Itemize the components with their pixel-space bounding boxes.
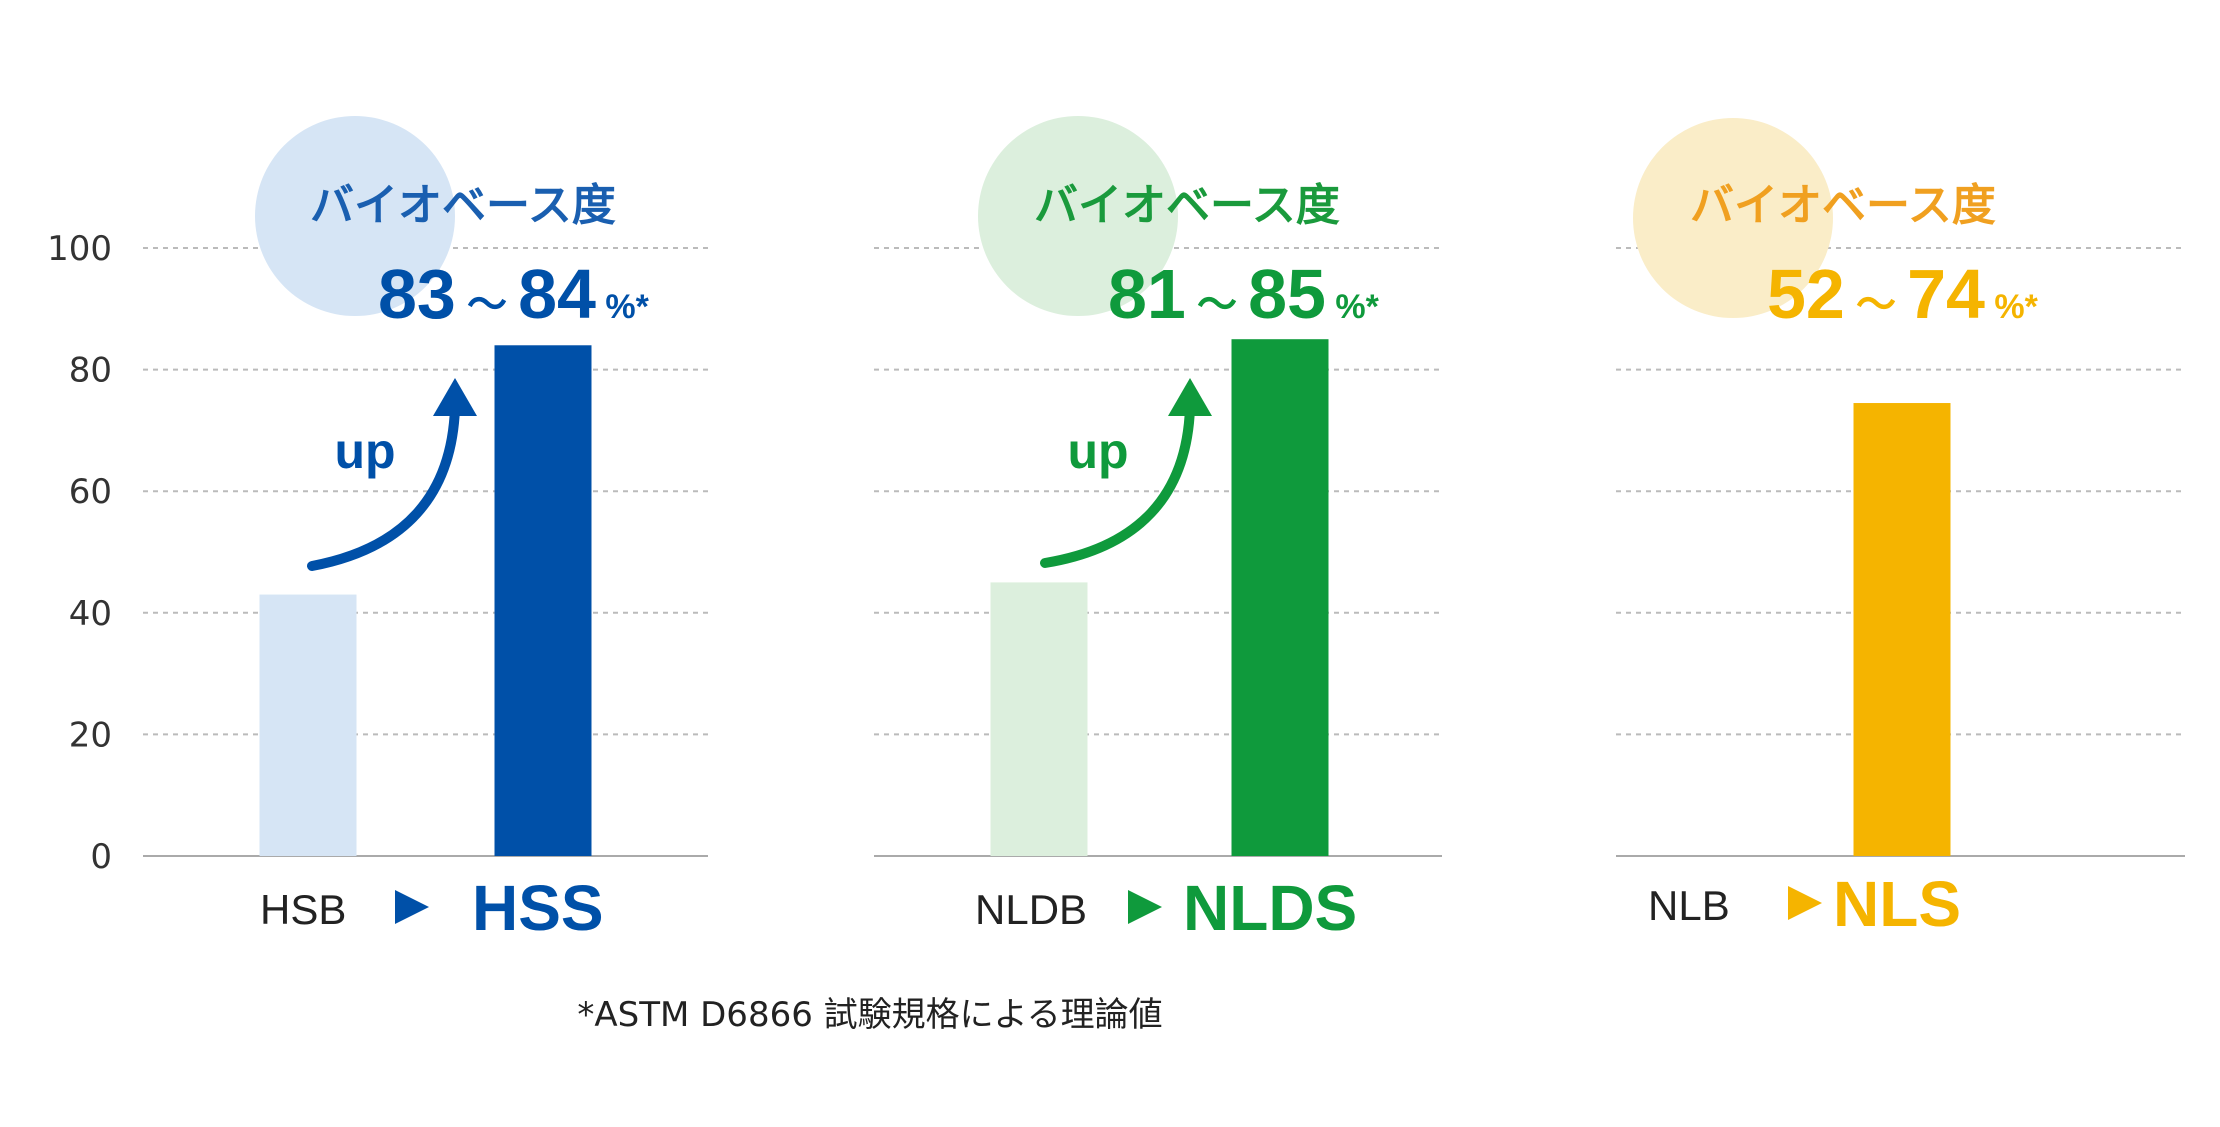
bio-circle [978, 116, 1178, 316]
range-low: 81 [1108, 255, 1186, 333]
range-low: 52 [1767, 255, 1845, 333]
y-tick-label: 20 [69, 715, 112, 755]
from-label: NLB [1648, 882, 1730, 929]
range-high: 85 [1248, 255, 1326, 333]
range-high: 84 [518, 255, 596, 333]
from-label: NLDB [975, 886, 1087, 933]
transition-arrow-icon [1128, 890, 1162, 924]
bio-label: バイオベース度 [310, 180, 616, 231]
bio-label: バイオベース度 [1690, 180, 1996, 231]
up-arrow-head [1168, 378, 1212, 416]
bio-range: 83 ～ 84 %* [378, 255, 650, 333]
bio-range: 81 ～ 85 %* [1108, 255, 1380, 333]
range-high: 74 [1907, 255, 1985, 333]
y-tick-label: 100 [47, 229, 112, 269]
up-arrow [307, 403, 460, 571]
to-label: NLDS [1183, 872, 1357, 944]
range-unit: %* [596, 288, 650, 326]
range-sep: ～ [1186, 283, 1248, 327]
from-label: HSB [260, 886, 346, 933]
y-tick-label: 60 [69, 472, 112, 512]
bar-nls [1853, 403, 1951, 856]
range-sep: ～ [456, 283, 518, 327]
bar-nldb [990, 582, 1088, 856]
bar-nlds [1231, 339, 1329, 856]
up-label: up [334, 423, 395, 479]
bio-circle [1633, 118, 1833, 318]
y-tick-label: 40 [69, 594, 112, 634]
range-unit: %* [1985, 288, 2039, 326]
up-arrow [1040, 403, 1195, 568]
bio-range: 52 ～ 74 %* [1767, 255, 2039, 333]
up-label: up [1067, 423, 1128, 479]
range-low: 83 [378, 255, 456, 333]
range-unit: %* [1326, 288, 1380, 326]
y-tick-label: 80 [69, 351, 112, 391]
bar-hss [494, 345, 592, 856]
to-label: NLS [1833, 868, 1961, 940]
up-arrow-head [433, 378, 477, 416]
to-label: HSS [472, 872, 604, 944]
bio-circle [255, 116, 455, 316]
y-tick-label: 0 [90, 837, 112, 877]
range-sep: ～ [1845, 283, 1907, 327]
bio-label: バイオベース度 [1034, 180, 1340, 231]
bar-hsb [259, 594, 357, 856]
footnote: *ASTM D6866 試験規格による理論値 [577, 995, 1163, 1035]
transition-arrow-icon [1788, 886, 1822, 920]
transition-arrow-icon [395, 890, 429, 924]
